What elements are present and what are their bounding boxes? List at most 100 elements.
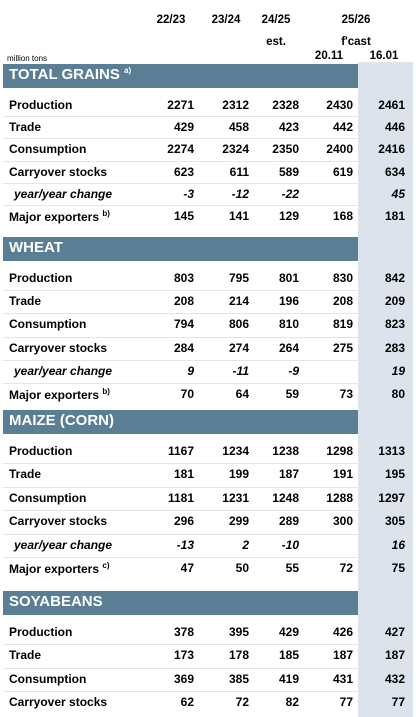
row-label-text: Production [9, 271, 73, 285]
cell-value: 427 [384, 625, 405, 639]
cell-value: 1231 [222, 490, 249, 505]
cell-value: 45 [391, 186, 405, 201]
cell-value: -10 [281, 537, 299, 552]
section-title-text: SOYABEANS [9, 593, 103, 610]
cell-value: 178 [228, 648, 249, 663]
cell-value: -3 [183, 186, 194, 201]
cell-value: 2430 [326, 98, 353, 112]
cell-value: 214 [228, 294, 249, 309]
row-label: Trade [9, 120, 41, 134]
row-divider [3, 486, 413, 488]
row-label-text: Major exporters [9, 562, 100, 576]
cell-value: 795 [228, 271, 249, 285]
col-header-est: est. [266, 36, 286, 48]
table-row-production: Production 378 395 429 426 427 [0, 622, 416, 644]
cell-value: 2416 [378, 142, 405, 157]
row-label-text: Trade [9, 120, 42, 135]
row-label: Major exporters b) [9, 209, 110, 224]
section-header-maize-corn: MAIZE (CORN) [3, 410, 413, 434]
unit-label: million tons [7, 54, 48, 63]
cell-value: 806 [228, 317, 249, 332]
section-footnote-marker: a) [124, 66, 132, 75]
cell-value: 187 [332, 648, 353, 663]
cell-value: 191 [332, 467, 353, 482]
cell-value: 181 [384, 209, 405, 223]
section-header-soyabeans: SOYABEANS [3, 591, 413, 615]
row-label-text: Major exporters [9, 388, 100, 402]
cell-value: 80 [391, 387, 405, 401]
cell-value: 181 [173, 467, 194, 482]
cell-value: 395 [228, 625, 249, 639]
table-row-trade: Trade 429 458 423 442 446 [0, 117, 416, 139]
row-label-text: Trade [9, 467, 42, 482]
cell-value: 129 [278, 209, 299, 223]
cell-value: 589 [278, 164, 299, 179]
row-label-text: Trade [9, 294, 42, 309]
cell-value: 77 [339, 695, 353, 710]
row-label: Production [9, 98, 72, 112]
cell-value: 64 [235, 387, 249, 401]
cell-value: 2324 [222, 142, 249, 157]
cell-value: 458 [228, 120, 249, 135]
col-header-25-26: 25/26 [341, 14, 371, 26]
cell-value: 195 [384, 467, 405, 482]
cell-value: 55 [285, 561, 299, 575]
row-label: Carryover stocks [9, 514, 107, 528]
cell-value: 82 [285, 695, 299, 710]
row-divider [3, 691, 413, 693]
table-row-carryover-stocks: Carryover stocks 623 611 589 619 634 [0, 162, 416, 184]
row-divider [3, 138, 413, 140]
row-label-text: Carryover stocks [9, 340, 108, 355]
row-label: year/year change [14, 538, 112, 552]
row-label-text: Consumption [9, 317, 87, 332]
cell-value: 1248 [272, 490, 299, 505]
cell-value: 209 [384, 294, 405, 309]
cell-value: 385 [228, 671, 249, 686]
cell-value: 442 [332, 120, 353, 135]
row-divider [3, 667, 413, 669]
cell-value: 2271 [167, 98, 194, 112]
cell-value: 208 [173, 294, 194, 309]
row-footnote-marker: b) [102, 209, 110, 218]
cell-value: 429 [278, 625, 299, 639]
cell-value: 842 [384, 271, 405, 285]
row-label-text: Consumption [9, 671, 87, 686]
section-title-text: WHEAT [9, 239, 63, 256]
cell-value: 1297 [378, 490, 405, 505]
col-header-23-24: 23/24 [211, 14, 241, 26]
row-label: Carryover stocks [9, 695, 107, 709]
cell-value: 378 [173, 625, 194, 639]
section-header-highlight [358, 237, 413, 261]
table-row-major-exporters: Major exporters c) 47 50 55 72 75 [0, 558, 416, 580]
section-title: MAIZE (CORN) [9, 412, 114, 429]
col-header-date-2: 16.01 [369, 50, 399, 62]
table-row-consumption: Consumption 2274 2324 2350 2400 2416 [0, 139, 416, 161]
row-label-text: Production [9, 98, 73, 112]
table-row-production: Production 803 795 801 830 842 [0, 268, 416, 290]
cell-value: 73 [339, 387, 353, 401]
cell-value: 432 [384, 671, 405, 686]
table-row-year-year-change: year/year change -3 -12 -22 45 [0, 184, 416, 206]
cell-value: 299 [228, 514, 249, 529]
row-label: Consumption [9, 317, 86, 331]
row-label-text: year/year change [14, 363, 113, 378]
row-divider [3, 182, 413, 184]
row-label: Carryover stocks [9, 165, 107, 179]
cell-value: 2312 [222, 98, 249, 112]
cell-value: 50 [235, 561, 249, 575]
cell-value: 1298 [326, 444, 353, 458]
cell-value: 274 [228, 340, 249, 355]
cell-value: 300 [332, 514, 353, 529]
row-divider [3, 510, 413, 512]
cell-value: 634 [384, 164, 405, 179]
section-title: WHEAT [9, 239, 63, 256]
cell-value: 823 [384, 317, 405, 332]
section-title-text: TOTAL GRAINS [9, 66, 120, 83]
cell-value: 1181 [167, 490, 194, 505]
table-row-major-exporters: Major exporters b) 145 141 129 168 181 [0, 206, 416, 228]
row-label: Production [9, 444, 72, 458]
cell-value: 794 [173, 317, 194, 332]
table-row-year-year-change: year/year change -13 2 -10 16 [0, 535, 416, 557]
cell-value: 611 [229, 164, 249, 179]
row-footnote-marker: c) [102, 561, 110, 570]
